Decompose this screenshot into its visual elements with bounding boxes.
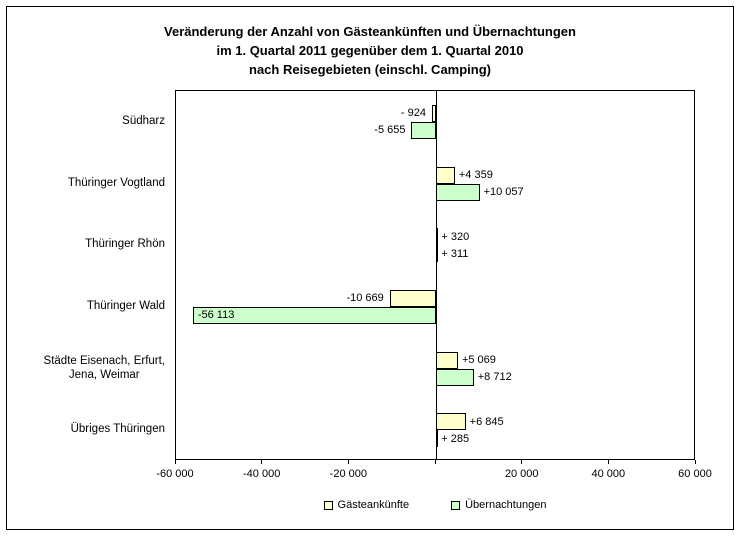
bar-data-label: +4 359 <box>458 169 493 181</box>
x-tick-label: -60 000 <box>156 468 194 480</box>
bar-data-label: +8 712 <box>477 371 512 383</box>
x-tick-label: -40 000 <box>243 468 281 480</box>
bar-data-label: + 320 <box>441 230 470 243</box>
bar-data-label: +10 057 <box>483 186 524 198</box>
x-tick-label: 20 000 <box>504 468 539 480</box>
x-tick-label: 60 000 <box>678 468 712 480</box>
bar-uebernachtungen <box>411 121 436 139</box>
legend-item-uebernachtungen: Übernachtungen <box>451 499 546 511</box>
bar-gaesteankuenfte <box>436 166 455 184</box>
bar-data-label: -5 655 <box>374 124 406 137</box>
bar-uebernachtungen <box>436 183 480 201</box>
category-label: Thüringer Rhön <box>85 238 165 251</box>
bar-gaesteankuenfte <box>389 289 436 307</box>
legend-swatch-gaesteankuenfte <box>323 500 333 510</box>
legend-item-gaesteankuenfte: Gästeankünfte <box>323 499 410 511</box>
bar-gaesteankuenfte <box>436 228 438 246</box>
x-tick-mark <box>174 460 176 464</box>
bar-uebernachtungen <box>436 430 438 448</box>
chart-title: Veränderung der Anzahl von Gästeankünfte… <box>164 24 576 77</box>
x-tick-mark <box>694 460 696 464</box>
legend-swatch-uebernachtungen <box>451 500 461 510</box>
category-label: Städte Eisenach, Erfurt, Jena, Weimar <box>43 354 165 381</box>
x-tick-mark <box>434 460 436 464</box>
x-tick-mark <box>261 460 263 464</box>
legend: Gästeankünfte Übernachtungen <box>175 499 695 511</box>
bar-uebernachtungen <box>436 245 438 263</box>
zero-axis-line <box>435 91 437 459</box>
bar-data-label: -56 113 <box>197 309 235 322</box>
bar-data-label: + 311 <box>441 247 469 260</box>
bar-gaesteankuenfte <box>436 413 466 431</box>
legend-label-gaesteankuenfte: Gästeankünfte <box>337 499 410 511</box>
category-label: Thüringer Vogtland <box>67 176 165 189</box>
category-label: Südharz <box>122 114 165 127</box>
bar-data-label: - 924 <box>400 107 426 120</box>
bar-data-label: +6 845 <box>469 415 504 428</box>
bar-uebernachtungen <box>436 368 474 386</box>
bar-data-label: -10 669 <box>346 292 384 305</box>
category-label: Thüringer Wald <box>86 299 165 312</box>
bar-uebernachtungen <box>192 306 436 324</box>
legend-label-uebernachtungen: Übernachtungen <box>465 499 547 511</box>
x-tick-mark <box>347 460 349 464</box>
bar-gaesteankuenfte <box>431 104 436 122</box>
bar-data-label: + 285 <box>441 432 470 445</box>
x-tick-label: 40 000 <box>591 468 626 480</box>
bar-data-label: +5 069 <box>461 354 496 366</box>
plot-area: - 924 -5 655 +4 359 +10 057 + 320 + 311 -10 66… <box>175 90 695 460</box>
bar-gaesteankuenfte <box>436 351 458 369</box>
category-label: Übriges Thüringen <box>70 423 165 436</box>
x-tick-mark <box>521 460 523 464</box>
x-tick-mark <box>607 460 609 464</box>
x-tick-label: -20 000 <box>329 468 367 480</box>
